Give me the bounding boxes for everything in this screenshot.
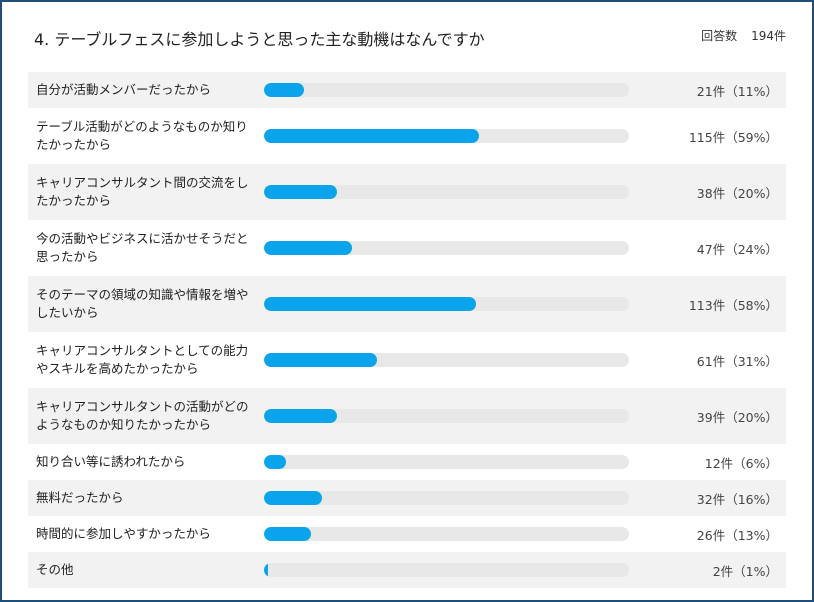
value-label: 115件（59%）: [688, 129, 778, 145]
bar-track: [264, 241, 629, 255]
row: 知り合い等に誘われたから 12件（6%）: [28, 444, 786, 480]
bar-track: [264, 297, 629, 311]
category-label: その他: [36, 562, 74, 577]
value-label: 26件（13%）: [696, 527, 778, 543]
row: テーブル活動がどのようなものか知りたかったから 115件（59%）: [28, 108, 786, 164]
bar-track: [264, 353, 629, 367]
row: キャリアコンサルタントとしての能力やスキルを高めたかったから 61件（31%）: [28, 332, 786, 388]
bar-track: [264, 129, 629, 143]
response-count-label: 回答数: [701, 29, 738, 43]
bar: [264, 455, 286, 469]
value-label: 2件（1%）: [712, 563, 778, 579]
value-label: 39件（20%）: [696, 409, 778, 425]
value-label: 61件（31%）: [696, 353, 778, 369]
row: 今の活動やビジネスに活かせそうだと思ったから 47件（24%）: [28, 220, 786, 276]
response-count-value: 194件: [751, 29, 786, 43]
bar: [264, 241, 352, 255]
row: 自分が活動メンバーだったから 21件（11%）: [28, 72, 786, 108]
bar: [264, 409, 337, 423]
bar: [264, 563, 268, 577]
bar: [264, 353, 378, 367]
bar-track: [264, 527, 629, 541]
category-label: 知り合い等に誘われたから: [36, 454, 186, 469]
row: 時間的に参加しやすかったから 26件（13%）: [28, 516, 786, 552]
rows: 自分が活動メンバーだったから 21件（11%） テーブル活動がどのようなものか知りた…: [28, 72, 786, 588]
category-label: キャリアコンサルタントの活動がどのようなものか知りたかったから: [36, 399, 249, 432]
value-label: 47件（24%）: [696, 241, 778, 257]
bar-track: [264, 185, 629, 199]
category-label: キャリアコンサルタントとしての能力やスキルを高めたかったから: [36, 343, 249, 376]
category-label: 無料だったから: [36, 490, 124, 505]
row: そのテーマの領域の知識や情報を増やしたいから 113件（58%）: [28, 276, 786, 332]
category-label: キャリアコンサルタント間の交流をしたかったから: [36, 175, 249, 208]
category-label: 自分が活動メンバーだったから: [36, 82, 212, 97]
bar: [264, 491, 323, 505]
category-label: そのテーマの領域の知識や情報を増やしたいから: [36, 287, 249, 320]
bar: [264, 129, 480, 143]
row: キャリアコンサルタント間の交流をしたかったから 38件（20%）: [28, 164, 786, 220]
value-label: 12件（6%）: [704, 455, 778, 471]
bar: [264, 297, 476, 311]
value-label: 113件（58%）: [688, 297, 778, 313]
bar-track: [264, 83, 629, 97]
bar: [264, 185, 337, 199]
bar: [264, 83, 305, 97]
value-label: 32件（16%）: [696, 491, 778, 507]
category-label: 今の活動やビジネスに活かせそうだと思ったから: [36, 231, 249, 264]
bar-track: [264, 409, 629, 423]
category-label: テーブル活動がどのようなものか知りたかったから: [36, 119, 248, 152]
bar-track: [264, 491, 629, 505]
response-count: 回答数 194件: [701, 27, 786, 44]
row: その他 2件（1%）: [28, 552, 786, 588]
row: 無料だったから 32件（16%）: [28, 480, 786, 516]
row: キャリアコンサルタントの活動がどのようなものか知りたかったから 39件（20%）: [28, 388, 786, 444]
bar: [264, 527, 312, 541]
chart-title: 4. テーブルフェスに参加しようと思った主な動機はなんですか: [34, 30, 485, 49]
bar-track: [264, 455, 629, 469]
value-label: 21件（11%）: [696, 83, 778, 99]
bar-track: [264, 563, 629, 577]
category-label: 時間的に参加しやすかったから: [36, 526, 211, 541]
value-label: 38件（20%）: [696, 185, 778, 201]
